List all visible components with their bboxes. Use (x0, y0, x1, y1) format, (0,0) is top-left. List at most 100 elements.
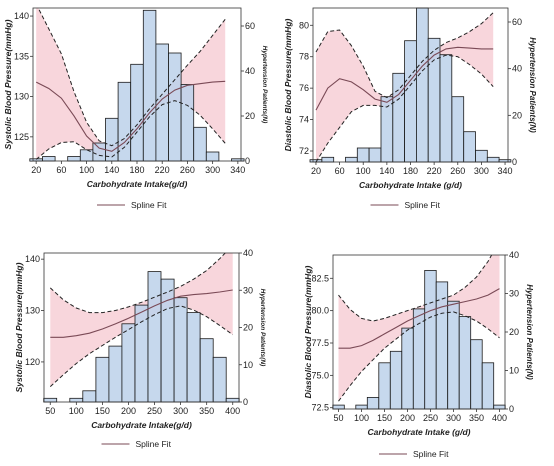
histogram-bar (69, 397, 84, 403)
x-axis-label: Carbohydrate Intake(g/d) (87, 179, 188, 189)
histogram-bar (486, 156, 500, 163)
x-tick-label: 260 (180, 165, 195, 175)
y2-tick-label: 20 (243, 323, 253, 333)
histogram-bar (82, 390, 97, 403)
ci-upper-line (37, 8, 226, 147)
legend-label: Spline Fit (131, 200, 167, 210)
histogram-bar (205, 151, 220, 162)
panel-diastolic-top: 20 60 100 140 180 220 260 300 340 72 74 … (283, 7, 537, 210)
x-tick-label: 20 (311, 166, 321, 176)
legend-label: Spline Fit (413, 449, 449, 459)
x-axis: 20 60 100 140 180 220 260 300 340 (31, 161, 245, 175)
ci-lower-line (315, 54, 494, 162)
x-tick-label: 200 (121, 406, 136, 416)
y-tick-label: 140 (14, 11, 29, 21)
x-tick-label: 300 (173, 406, 188, 416)
x-tick-label: 200 (400, 413, 415, 423)
histogram-bar (160, 278, 175, 403)
y2-tick-label: 0 (512, 157, 517, 167)
histogram-bar (67, 156, 81, 162)
x-tick-label: 20 (31, 165, 41, 175)
histogram-bar (475, 149, 488, 163)
histogram-bar (199, 338, 214, 403)
spline-fit-line (35, 80, 226, 152)
histogram-bar (389, 350, 403, 410)
y2-tick-label: 30 (243, 285, 253, 295)
histogram-bar (435, 281, 449, 410)
x-axis-label: Carbohydrate Intake (g/d) (368, 427, 471, 437)
histogram-bar (79, 149, 94, 162)
y2-tick-label: 40 (243, 248, 253, 258)
histogram-bar (147, 271, 162, 403)
histogram-bar (481, 362, 495, 410)
histogram-bar (356, 147, 370, 163)
y2-tick-label: 20 (245, 111, 255, 121)
x-tick-label: 60 (335, 166, 345, 176)
x-tick-label: 150 (377, 413, 392, 423)
histogram-bar (439, 54, 453, 163)
y-tick-label: 125 (14, 132, 29, 142)
x-tick-label: 300 (446, 413, 461, 423)
y-tick-label: 80 (299, 20, 309, 30)
y-tick-label: 78 (299, 52, 309, 62)
y2-axis-label: Hypertension Patients(N) (525, 284, 534, 380)
spline-curves (49, 253, 233, 387)
ci-upper-line (49, 253, 226, 314)
histogram-bar (424, 269, 437, 410)
histogram (43, 271, 240, 403)
x-tick-label: 140 (379, 166, 394, 176)
ci-upper-line (338, 255, 493, 322)
y2-tick-label: 20 (509, 327, 519, 337)
x-tick-label: 220 (155, 165, 170, 175)
y2-tick-label: 0 (509, 404, 514, 414)
y2-tick-label: 10 (509, 366, 519, 376)
y-axis-label: Systolic Blood Pressure(mmHg) (3, 19, 13, 149)
histogram-bar (458, 316, 472, 410)
y-tick-label: 77.5 (311, 338, 329, 348)
spline-curves (315, 12, 494, 162)
legend: Spline Fit (379, 449, 449, 459)
y-axis-left: 125 130 135 140 (14, 11, 33, 142)
histogram-bar (142, 9, 157, 162)
y-tick-label: 130 (25, 306, 40, 316)
ci-lower-line (338, 311, 500, 402)
x-tick-label: 340 (230, 165, 245, 175)
x-tick-label: 50 (333, 413, 343, 423)
histogram-bar (121, 323, 136, 403)
x-axis: 50 100 150 200 250 300 350 400 (333, 409, 507, 423)
histogram-bar (463, 131, 476, 163)
x-axis-label: Carbohydrate Intake(g/d) (91, 420, 192, 430)
confidence-band (36, 8, 226, 160)
ci-lower-line (35, 100, 226, 160)
panel-systolic-bottom: 50 100 150 200 250 300 350 400 120 130 1… (14, 248, 266, 449)
y-axis-left: 72.5 75.0 77.5 80.0 82.5 (311, 273, 333, 413)
y-tick-label: 74 (299, 115, 309, 125)
x-axis: 50 100 150 200 250 300 350 400 (45, 402, 240, 416)
y-axis-label: Systolic Blood Pressure(mmHg) (14, 262, 24, 392)
legend: Spline Fit (97, 200, 167, 210)
x-tick-label: 340 (497, 166, 512, 176)
y-tick-label: 76 (299, 83, 309, 93)
x-tick-label: 220 (427, 166, 442, 176)
y-axis-label: Diastolic Blood Pressure(mmHg) (283, 18, 293, 151)
y-tick-label: 75.0 (311, 370, 329, 380)
spline-curves (35, 8, 226, 160)
histogram-bar (43, 397, 58, 403)
histogram-bar (427, 37, 441, 163)
x-tick-label: 250 (423, 413, 438, 423)
panel-systolic-top: 20 60 100 140 180 220 260 300 340 125 13… (3, 7, 268, 210)
histogram-bar (108, 345, 123, 403)
y-axis-left: 72 74 76 78 80 (299, 20, 313, 156)
y-axis-left: 120 130 140 (25, 254, 44, 367)
histogram-bar (332, 404, 345, 410)
y2-tick-label: 30 (509, 289, 519, 299)
y2-tick-label: 40 (245, 66, 255, 76)
x-tick-label: 100 (69, 406, 84, 416)
histogram-bar (447, 300, 460, 410)
y-tick-label: 72.5 (311, 403, 329, 413)
x-tick-label: 400 (225, 406, 240, 416)
histogram-bar (225, 397, 240, 403)
y-tick-label: 135 (14, 51, 29, 61)
y2-axis-label: Hypertension Patients(N) (261, 46, 268, 124)
